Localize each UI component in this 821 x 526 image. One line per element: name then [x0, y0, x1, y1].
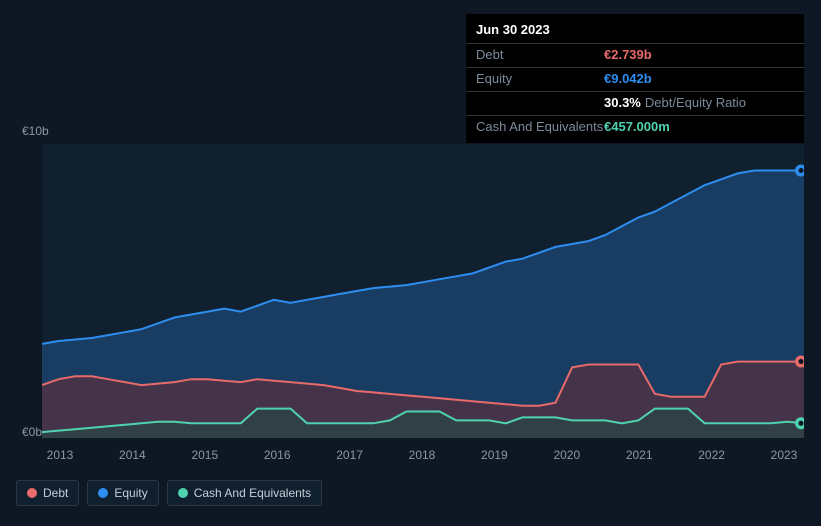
x-tick: 2016 [264, 448, 291, 462]
tooltip-row-label: Debt [476, 47, 604, 64]
legend-dot-icon [98, 488, 108, 498]
y-tick-top: €10b [22, 124, 49, 138]
x-tick: 2013 [47, 448, 74, 462]
x-tick: 2021 [626, 448, 653, 462]
legend-item-cash-and-equivalents[interactable]: Cash And Equivalents [167, 480, 322, 506]
tooltip-row-label: Cash And Equivalents [476, 119, 604, 136]
y-tick-bottom: €0b [22, 425, 42, 439]
x-tick: 2017 [336, 448, 363, 462]
x-tick: 2015 [191, 448, 218, 462]
legend-label: Equity [114, 486, 147, 500]
legend-label: Cash And Equivalents [194, 486, 311, 500]
tooltip-row: Cash And Equivalents€457.000m [466, 115, 804, 139]
tooltip-row: Debt€2.739b [466, 43, 804, 67]
area-chart[interactable] [42, 144, 804, 438]
tooltip-row: Equity€9.042b [466, 67, 804, 91]
x-tick: 2014 [119, 448, 146, 462]
tooltip-date: Jun 30 2023 [466, 18, 804, 43]
chart-tooltip: Jun 30 2023 Debt€2.739bEquity€9.042b30.3… [466, 14, 804, 143]
tooltip-row-value: 30.3%Debt/Equity Ratio [604, 95, 746, 112]
tooltip-row-label [476, 95, 604, 112]
legend-item-debt[interactable]: Debt [16, 480, 79, 506]
tooltip-row-value: €9.042b [604, 71, 652, 88]
legend-label: Debt [43, 486, 68, 500]
legend-dot-icon [27, 488, 37, 498]
tooltip-row: 30.3%Debt/Equity Ratio [466, 91, 804, 115]
tooltip-row-value: €2.739b [604, 47, 652, 64]
legend: Debt Equity Cash And Equivalents [16, 480, 322, 506]
tooltip-row-note: Debt/Equity Ratio [645, 95, 746, 110]
x-tick: 2020 [553, 448, 580, 462]
legend-item-equity[interactable]: Equity [87, 480, 158, 506]
x-tick: 2019 [481, 448, 508, 462]
x-tick: 2023 [771, 448, 798, 462]
chart-container: { "tooltip": { "date": "Jun 30 2023", "r… [0, 0, 821, 526]
tooltip-row-value: €457.000m [604, 119, 670, 136]
tooltip-row-label: Equity [476, 71, 604, 88]
legend-dot-icon [178, 488, 188, 498]
x-tick: 2018 [409, 448, 436, 462]
x-tick: 2022 [698, 448, 725, 462]
